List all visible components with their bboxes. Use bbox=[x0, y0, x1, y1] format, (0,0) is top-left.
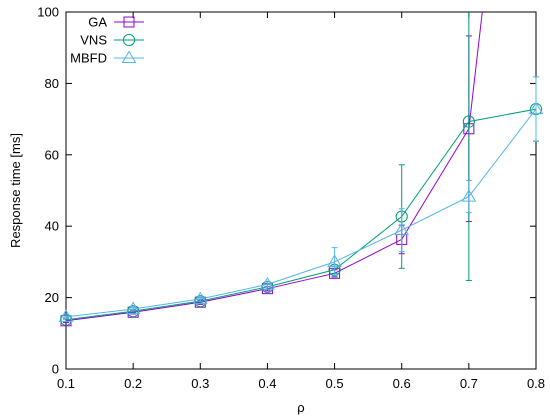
data-point bbox=[462, 115, 475, 128]
legend-marker bbox=[123, 16, 135, 28]
y-tick-label: 20 bbox=[45, 290, 59, 305]
data-point bbox=[461, 189, 477, 202]
error-bar bbox=[63, 314, 69, 320]
error-bar bbox=[331, 247, 338, 277]
legend-label: GA bbox=[88, 15, 107, 30]
data-point bbox=[58, 309, 74, 322]
y-tick-label: 0 bbox=[52, 362, 59, 377]
x-tick-label: 0.3 bbox=[191, 376, 209, 391]
legend-label: VNS bbox=[80, 33, 107, 48]
x-tick-label: 0.6 bbox=[393, 376, 411, 391]
legend: GA VNS MBFD bbox=[70, 15, 144, 66]
data-point bbox=[327, 254, 342, 267]
y-axis-label: Response time [ms] bbox=[8, 133, 23, 248]
data-point bbox=[125, 301, 141, 315]
data-point bbox=[260, 276, 275, 290]
y-tick-label: 40 bbox=[45, 219, 59, 234]
series-layer bbox=[58, 12, 544, 327]
axes-layer: 0.1 0.2 0.3 0.4 0.5 0.6 0.7 0.8 0 20 40 60 80 100 bbox=[37, 5, 545, 392]
error-bar bbox=[398, 208, 405, 253]
x-tick-label: 0.2 bbox=[124, 376, 142, 391]
error-bar bbox=[533, 76, 539, 142]
x-tick-label: 0.1 bbox=[57, 376, 75, 391]
series-line bbox=[65, 108, 537, 318]
x-axis-label: ρ bbox=[297, 400, 304, 415]
plot-frame bbox=[65, 11, 537, 370]
y-tick-label: 80 bbox=[45, 76, 59, 91]
error-bar bbox=[465, 180, 472, 214]
legend-item-vns: VNS bbox=[80, 33, 144, 48]
series-mbfd bbox=[58, 76, 544, 322]
data-point bbox=[394, 222, 410, 236]
x-tick-label: 0.5 bbox=[326, 376, 344, 391]
legend-item-mbfd: MBFD bbox=[70, 51, 144, 66]
legend-label: MBFD bbox=[70, 51, 107, 66]
series-line bbox=[65, 12, 483, 322]
x-tick-label: 0.4 bbox=[258, 376, 276, 391]
x-tick-label: 0.7 bbox=[460, 376, 478, 391]
series-vns bbox=[59, 12, 543, 326]
error-bar bbox=[465, 12, 472, 281]
legend-marker bbox=[122, 33, 136, 47]
x-tick-label: 0.8 bbox=[527, 376, 545, 391]
y-tick-label: 60 bbox=[45, 147, 59, 162]
data-point bbox=[192, 291, 208, 305]
legend-marker bbox=[121, 50, 137, 64]
legend-item-ga: GA bbox=[88, 15, 144, 30]
data-point bbox=[528, 101, 544, 115]
y-tick-label: 100 bbox=[37, 5, 59, 20]
error-bar bbox=[130, 306, 137, 312]
series-line bbox=[65, 108, 537, 321]
